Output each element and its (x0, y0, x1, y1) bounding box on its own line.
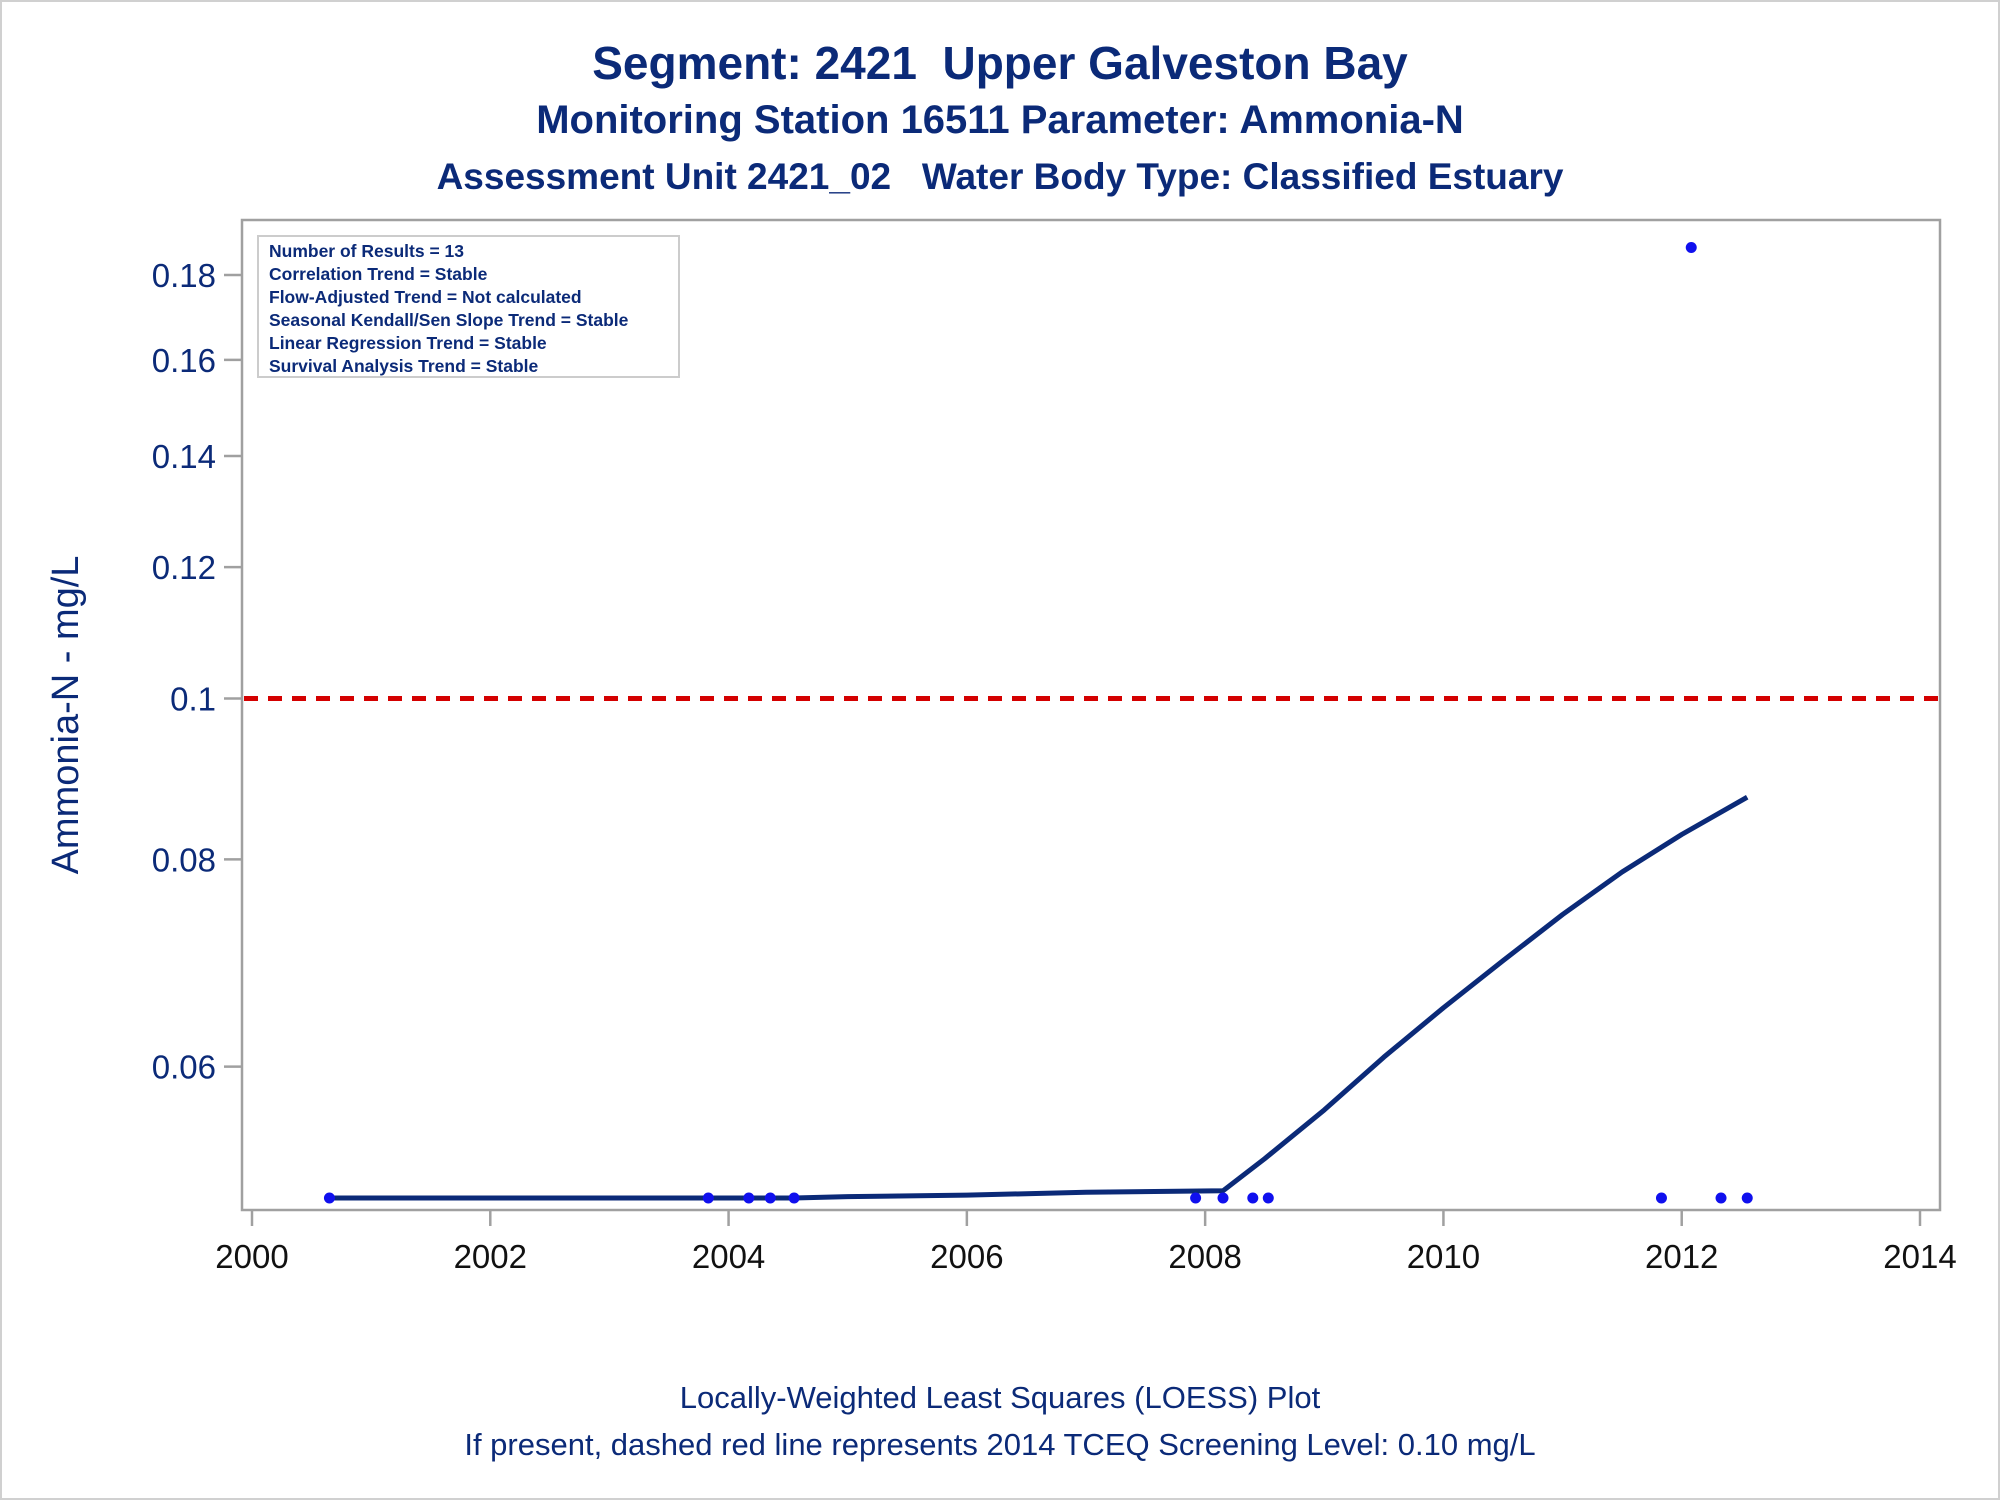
x-tick-label: 2000 (215, 1238, 288, 1275)
stats-line: Correlation Trend = Stable (269, 264, 488, 284)
data-point (323, 1192, 335, 1204)
y-tick-label: 0.16 (152, 342, 216, 379)
x-tick-label: 2004 (692, 1238, 765, 1275)
y-axis-label: Ammonia-N - mg/L (45, 556, 87, 875)
y-axis: 0.06 0.08 0.1 0.12 0.14 0.16 0.18 (152, 257, 242, 1086)
data-point (764, 1192, 776, 1204)
trend-stats-box: Number of Results = 13 Correlation Trend … (257, 235, 680, 378)
data-point (1741, 1192, 1753, 1204)
data-point (743, 1192, 755, 1204)
y-tick-label: 0.08 (152, 841, 216, 878)
y-tick-label: 0.12 (152, 549, 216, 586)
data-point (1217, 1192, 1229, 1204)
footnote-loess: Locally-Weighted Least Squares (LOESS) P… (679, 1380, 1321, 1415)
stats-box-border (257, 235, 680, 378)
x-tick-label: 2006 (930, 1238, 1003, 1275)
chart-subtitle: Monitoring Station 16511 Parameter: Ammo… (536, 98, 1464, 142)
x-tick-label: 2010 (1407, 1238, 1480, 1275)
stats-line: Flow-Adjusted Trend = Not calculated (269, 287, 582, 307)
data-points (323, 241, 1753, 1204)
plot-area (240, 218, 1942, 1212)
data-point (788, 1192, 800, 1204)
y-tick-label: 0.1 (170, 681, 216, 718)
y-tick-label: 0.06 (152, 1049, 216, 1086)
loess-curve (329, 795, 1749, 1201)
stats-line: Seasonal Kendall/Sen Slope Trend = Stabl… (269, 310, 629, 330)
stats-line: Survival Analysis Trend = Stable (269, 356, 539, 376)
data-point (1715, 1192, 1727, 1204)
chart-title: Segment: 2421 Upper Galveston Bay (592, 37, 1408, 89)
footnote-screening-level: If present, dashed red line represents 2… (464, 1427, 1536, 1462)
data-point (1685, 241, 1697, 253)
x-tick-label: 2012 (1645, 1238, 1718, 1275)
stats-line: Linear Regression Trend = Stable (269, 333, 547, 353)
x-axis: 2000 2002 2004 2006 2008 2010 2012 2014 (215, 1210, 1957, 1275)
data-point (702, 1192, 714, 1204)
stats-line: Number of Results = 13 (269, 241, 464, 261)
y-tick-label: 0.14 (152, 438, 216, 475)
chart-subtitle-2: Assessment Unit 2421_02 Water Body Type:… (436, 156, 1564, 197)
data-point (1655, 1192, 1667, 1204)
data-point (1190, 1192, 1202, 1204)
data-point (1247, 1192, 1259, 1204)
x-tick-label: 2014 (1883, 1238, 1956, 1275)
y-tick-label: 0.18 (152, 257, 216, 294)
data-point (1262, 1192, 1274, 1204)
x-tick-label: 2008 (1168, 1238, 1241, 1275)
x-tick-label: 2002 (454, 1238, 527, 1275)
